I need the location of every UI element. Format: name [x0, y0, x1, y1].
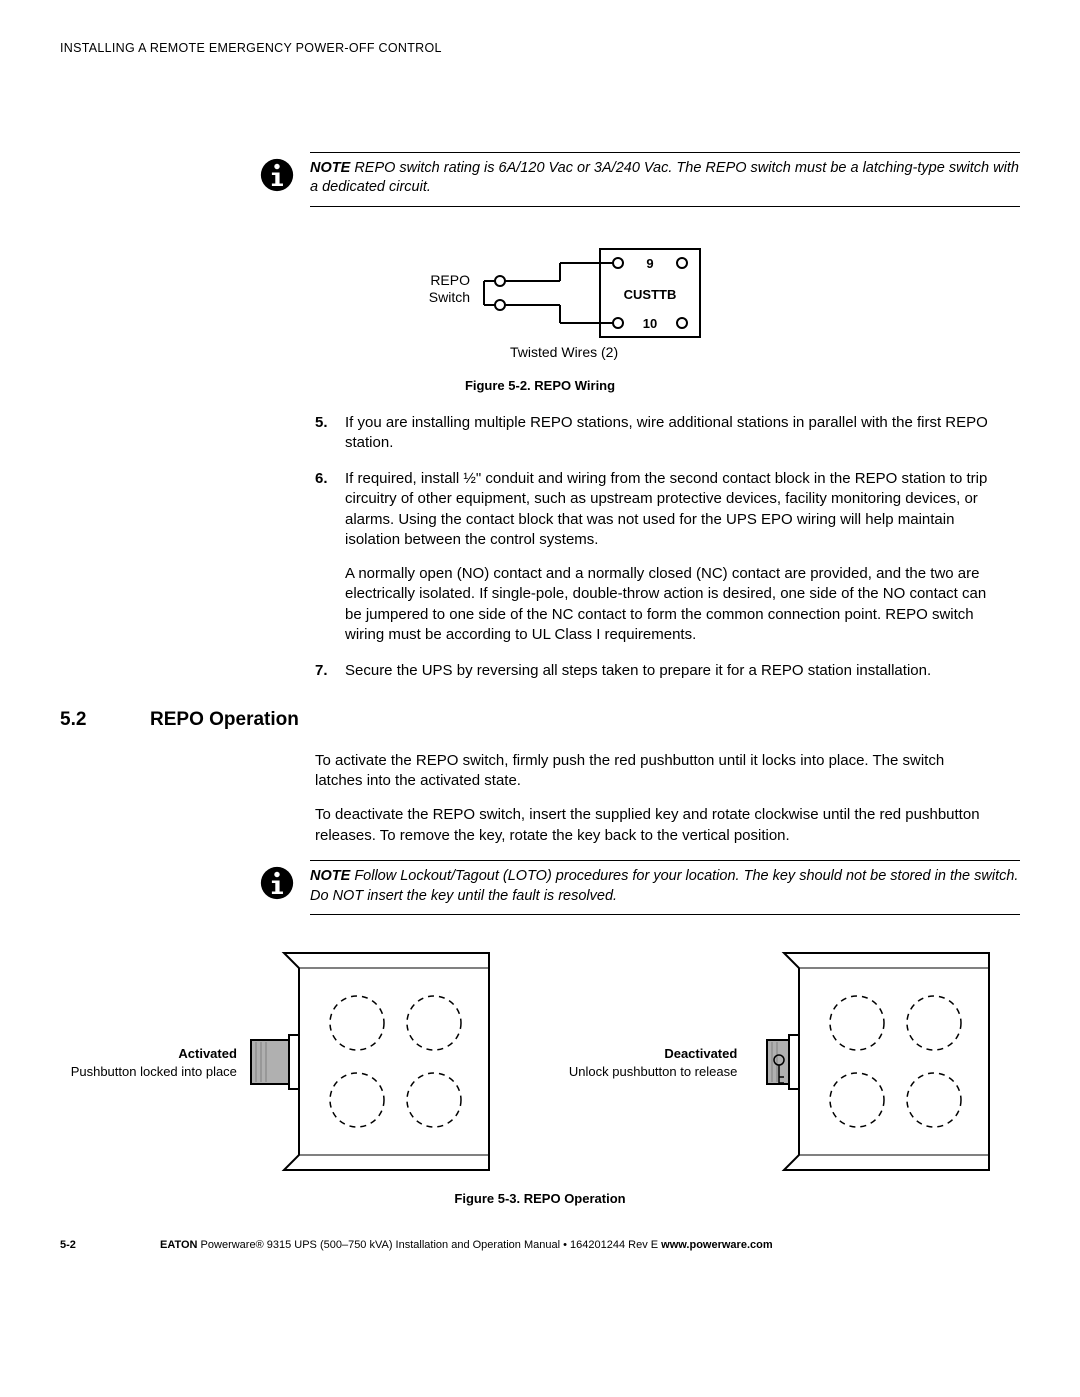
deactivated-title: Deactivated — [569, 1045, 737, 1063]
info-icon — [260, 866, 294, 900]
text-5: If you are installing multiple REPO stat… — [345, 413, 990, 454]
repo-l2: Switch — [429, 289, 470, 305]
num-6: 6. — [315, 469, 345, 645]
op-para-1: To activate the REPO switch, firmly push… — [315, 751, 990, 792]
note-1-text: REPO switch rating is 6A/120 Vac or 3A/2… — [310, 160, 1019, 196]
figure-wiring: 9 CUSTTB 10 REPO Switch Twisted Wires (2… — [60, 237, 1020, 395]
section-heading: 5.2 REPO Operation — [60, 707, 1020, 733]
custtb: CUSTTB — [624, 287, 677, 302]
footer-url: www.powerware.com — [661, 1239, 772, 1251]
note-label-2: NOTE — [310, 868, 350, 884]
list-item-5: 5. If you are installing multiple REPO s… — [315, 413, 990, 454]
deactivated-unit: Deactivated Unlock pushbutton to release — [569, 945, 1009, 1180]
twisted-wires: Twisted Wires (2) — [510, 344, 618, 360]
activated-unit: Activated Pushbutton locked into place — [71, 945, 509, 1180]
wiring-diagram: 9 CUSTTB 10 REPO Switch Twisted Wires (2… — [360, 237, 720, 367]
instruction-list: 5. If you are installing multiple REPO s… — [315, 413, 990, 682]
figure-operation-row: Activated Pushbutton locked into place D… — [60, 945, 1020, 1180]
deactivated-sub: Unlock pushbutton to release — [569, 1063, 737, 1081]
footer-rest: Powerware® 9315 UPS (500–750 kVA) Instal… — [198, 1239, 662, 1251]
text-7: Secure the UPS by reversing all steps ta… — [345, 661, 931, 681]
section-num: 5.2 — [60, 707, 150, 733]
term-10: 10 — [643, 316, 657, 331]
text-6b: A normally open (NO) contact and a norma… — [345, 564, 990, 645]
num-7: 7. — [315, 661, 345, 681]
op-para-2: To deactivate the REPO switch, insert th… — [315, 805, 990, 846]
page-footer: 5-2 EATON Powerware® 9315 UPS (500–750 k… — [60, 1238, 1020, 1253]
note-label: NOTE — [310, 160, 350, 176]
text-6a: If required, install ½" conduit and wiri… — [345, 469, 990, 550]
activated-diagram — [249, 945, 509, 1180]
note-block-1: NOTE REPO switch rating is 6A/120 Vac or… — [260, 152, 1020, 207]
figure-5-2-caption: Figure 5-2. REPO Wiring — [60, 377, 1020, 395]
activated-title: Activated — [71, 1045, 237, 1063]
section-title: REPO Operation — [150, 707, 299, 733]
list-item-7: 7. Secure the UPS by reversing all steps… — [315, 661, 990, 681]
footer-brand: EATON — [160, 1239, 198, 1251]
repo-l1: REPO — [430, 272, 470, 288]
note-block-2: NOTE Follow Lockout/Tagout (LOTO) proced… — [260, 860, 1020, 915]
num-5: 5. — [315, 413, 345, 454]
page-number: 5-2 — [60, 1238, 160, 1253]
info-icon — [260, 158, 294, 192]
note-2-text: Follow Lockout/Tagout (LOTO) procedures … — [310, 868, 1018, 904]
list-item-6: 6. If required, install ½" conduit and w… — [315, 469, 990, 645]
deactivated-diagram — [749, 945, 1009, 1180]
running-head: INSTALLING A REMOTE EMERGENCY POWER-OFF … — [60, 40, 1020, 57]
term-9: 9 — [646, 256, 653, 271]
activated-sub: Pushbutton locked into place — [71, 1063, 237, 1081]
figure-5-3-caption: Figure 5-3. REPO Operation — [60, 1190, 1020, 1208]
